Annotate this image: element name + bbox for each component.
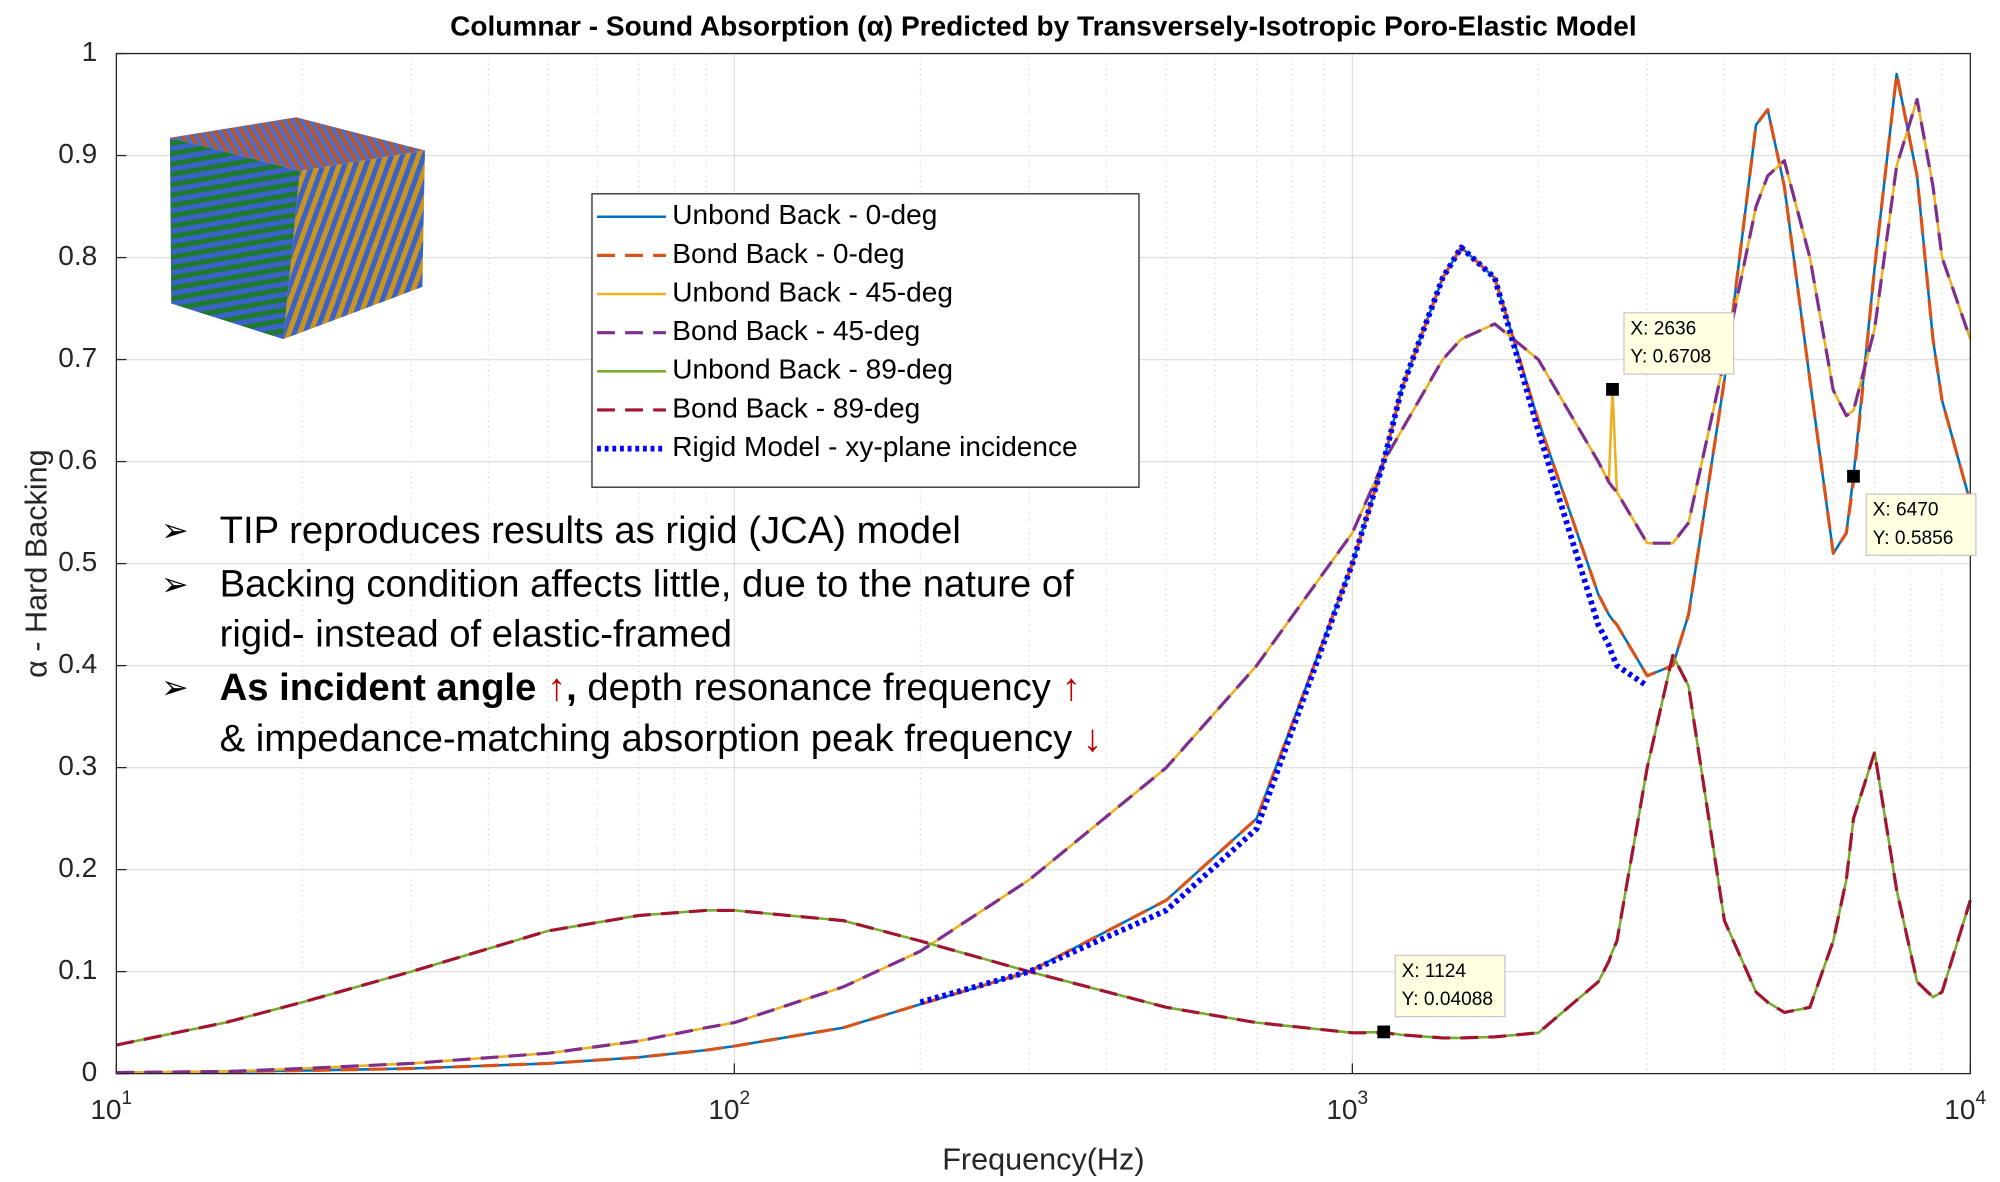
y-tick-label: 0.7	[58, 342, 97, 373]
chart-title: Columnar - Sound Absorption (α) Predicte…	[450, 10, 1637, 41]
note-line: Backing condition affects little, due to…	[220, 563, 1074, 606]
x-tick-exponent: 2	[740, 1088, 751, 1109]
x-tick-base: 10	[90, 1094, 121, 1125]
y-tick-label: 0	[82, 1056, 98, 1087]
x-tick-base: 10	[708, 1094, 739, 1125]
x-tick-exponent: 1	[122, 1088, 133, 1109]
note-span: TIP reproduces results as rigid (JCA) mo…	[220, 509, 961, 552]
y-tick-label: 0.1	[58, 954, 97, 985]
cube-front	[169, 137, 300, 340]
y-axis-label: α - Hard Backing	[20, 449, 54, 678]
y-tick-label: 1	[82, 36, 98, 67]
datatip-x: X: 6470	[1873, 500, 1939, 521]
x-tick-label: 102	[708, 1088, 750, 1125]
x-tick-exponent: 4	[1976, 1088, 1987, 1109]
note-line: & impedance-matching absorption peak fre…	[220, 717, 1102, 760]
y-tick-label: 0.9	[58, 138, 97, 169]
datatip-x: X: 2636	[1630, 318, 1696, 339]
x-tick-base: 10	[1326, 1094, 1357, 1125]
legend-label: Bond Back - 45-deg	[672, 315, 920, 346]
legend-label: Bond Back - 89-deg	[672, 392, 920, 423]
series-line	[116, 653, 1972, 1047]
legend-label: Unbond Back - 89-deg	[672, 354, 953, 385]
inset-cube	[169, 117, 425, 340]
datatip-y: Y: 0.6708	[1630, 347, 1711, 368]
note-span: ↓	[1083, 717, 1102, 760]
x-tick-label: 103	[1326, 1088, 1368, 1125]
note-span: Backing condition affects little, due to…	[220, 563, 1074, 606]
datatip-marker	[1847, 469, 1860, 483]
y-tick-label: 0.8	[58, 240, 97, 271]
note-line: TIP reproduces results as rigid (JCA) mo…	[220, 509, 961, 552]
note-span: & impedance-matching absorption peak fre…	[220, 717, 1083, 760]
y-tick-label: 0.3	[58, 750, 97, 781]
datatips: X: 2636 Y: 0.6708 X: 6470 Y: 0.5856 X: 1124 Y…	[1377, 312, 1977, 1039]
series	[116, 72, 1972, 1075]
note-span: As incident angle	[220, 666, 547, 709]
datatip-box	[1394, 954, 1506, 1018]
note-span: ↑	[547, 666, 566, 709]
datatip-y: Y: 0.04088	[1402, 989, 1493, 1010]
legend-label: Bond Back - 0-deg	[672, 238, 904, 269]
note-span: ,	[566, 666, 577, 709]
y-tick-label: 0.6	[58, 444, 97, 475]
note-span: depth resonance frequency	[577, 666, 1062, 709]
datatip-box	[1623, 312, 1735, 375]
datatip-marker	[1377, 1025, 1391, 1039]
axes-box	[115, 52, 1971, 1075]
legend: Unbond Back - 0-deg Bond Back - 0-deg Unbo…	[591, 193, 1140, 488]
bullet-marker: ➢	[161, 513, 189, 550]
x-tick-base: 10	[1944, 1094, 1975, 1125]
cube-side	[283, 150, 425, 340]
notes: ➢ TIP reproduces results as rigid (JCA) m…	[161, 509, 1102, 760]
note-line: As incident angle ↑, depth resonance fre…	[220, 666, 1081, 709]
legend-label: Unbond Back - 0-deg	[672, 199, 937, 230]
x-axis-label: Frequency(Hz)	[942, 1143, 1144, 1177]
x-tick-label: 104	[1944, 1088, 1986, 1125]
x-tick-exponent: 3	[1358, 1088, 1369, 1109]
y-tick-label: 0.4	[58, 648, 97, 679]
note-span: ↑	[1062, 666, 1081, 709]
note-span: rigid- instead of elastic-framed	[220, 612, 732, 655]
x-tick-label: 101	[90, 1088, 132, 1125]
y-tick-label: 0.5	[58, 546, 97, 577]
note-line: rigid- instead of elastic-framed	[220, 612, 732, 655]
series-line	[116, 97, 1972, 1075]
y-tick-label: 0.2	[58, 852, 97, 883]
datatip-marker	[1606, 382, 1619, 396]
bullet-marker: ➢	[161, 670, 189, 707]
datatip-box	[1865, 493, 1977, 556]
bullet-marker: ➢	[161, 566, 189, 603]
datatip-x: X: 1124	[1402, 961, 1467, 982]
cube-top	[169, 117, 425, 171]
legend-box	[591, 193, 1140, 488]
series-line	[919, 244, 1649, 1005]
legend-label: Rigid Model - xy-plane incidence	[672, 431, 1077, 462]
legend-label: Unbond Back - 45-deg	[672, 276, 953, 307]
datatip-y: Y: 0.5856	[1873, 528, 1954, 549]
